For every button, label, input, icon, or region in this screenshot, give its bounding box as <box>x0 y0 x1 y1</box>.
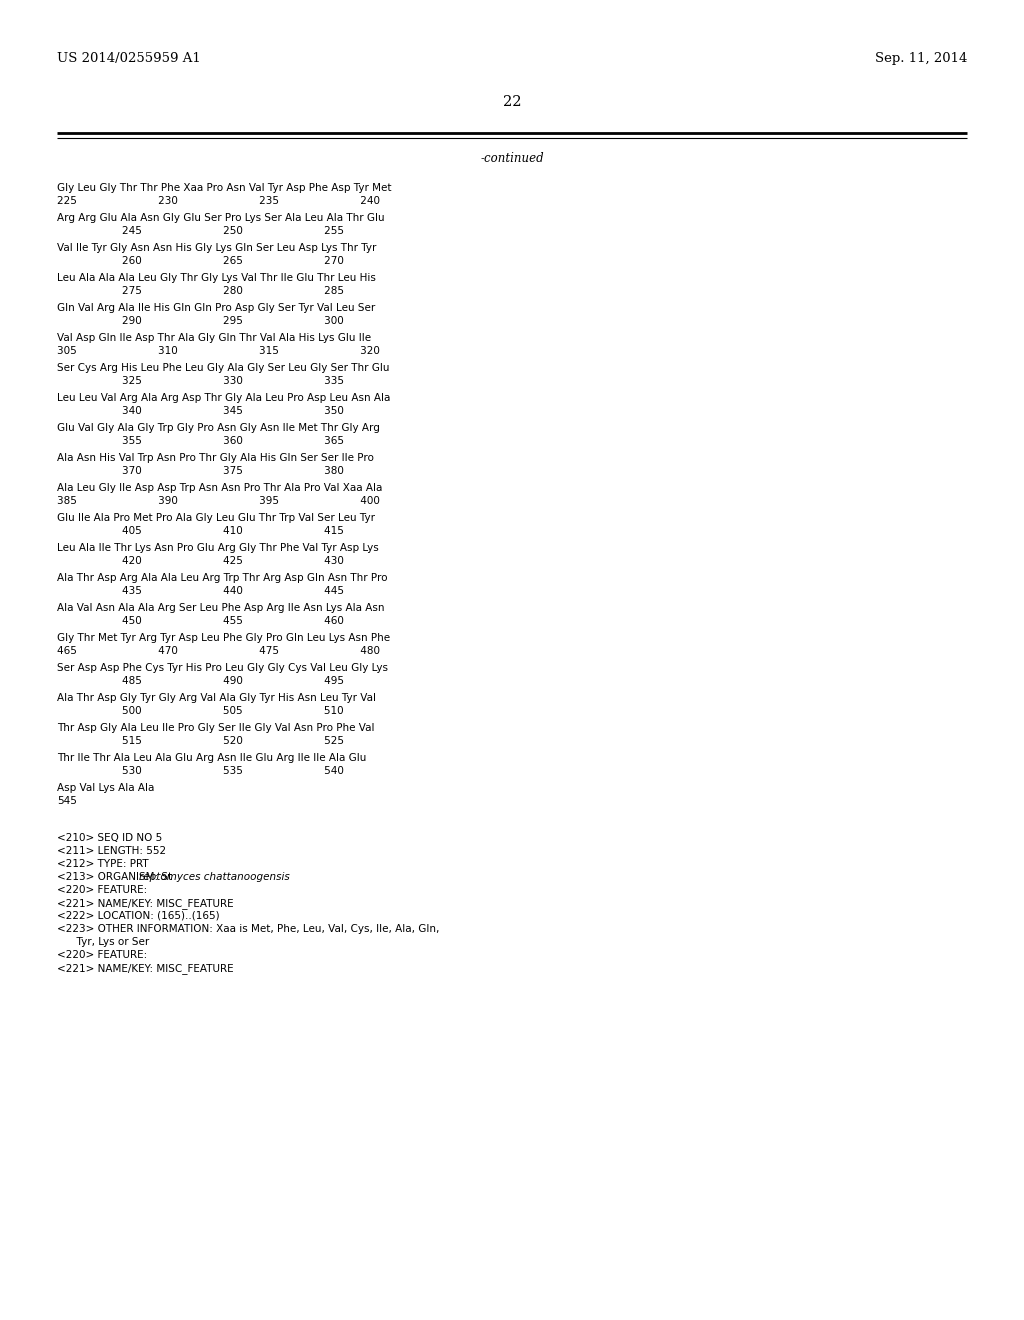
Text: <223> OTHER INFORMATION: Xaa is Met, Phe, Leu, Val, Cys, Ile, Ala, Gln,: <223> OTHER INFORMATION: Xaa is Met, Phe… <box>57 924 439 935</box>
Text: 530                         535                         540: 530 535 540 <box>57 766 344 776</box>
Text: 290                         295                         300: 290 295 300 <box>57 315 344 326</box>
Text: 370                         375                         380: 370 375 380 <box>57 466 344 477</box>
Text: <220> FEATURE:: <220> FEATURE: <box>57 950 147 960</box>
Text: 420                         425                         430: 420 425 430 <box>57 556 344 566</box>
Text: 515                         520                         525: 515 520 525 <box>57 737 344 746</box>
Text: 260                         265                         270: 260 265 270 <box>57 256 344 267</box>
Text: Val Asp Gln Ile Asp Thr Ala Gly Gln Thr Val Ala His Lys Glu Ile: Val Asp Gln Ile Asp Thr Ala Gly Gln Thr … <box>57 333 371 343</box>
Text: Ala Asn His Val Trp Asn Pro Thr Gly Ala His Gln Ser Ser Ile Pro: Ala Asn His Val Trp Asn Pro Thr Gly Ala … <box>57 453 374 463</box>
Text: 355                         360                         365: 355 360 365 <box>57 436 344 446</box>
Text: 450                         455                         460: 450 455 460 <box>57 616 344 626</box>
Text: 245                         250                         255: 245 250 255 <box>57 226 344 236</box>
Text: Asp Val Lys Ala Ala: Asp Val Lys Ala Ala <box>57 783 155 793</box>
Text: 500                         505                         510: 500 505 510 <box>57 706 344 715</box>
Text: 435                         440                         445: 435 440 445 <box>57 586 344 597</box>
Text: Glu Ile Ala Pro Met Pro Ala Gly Leu Glu Thr Trp Val Ser Leu Tyr: Glu Ile Ala Pro Met Pro Ala Gly Leu Glu … <box>57 513 375 523</box>
Text: Thr Ile Thr Ala Leu Ala Glu Arg Asn Ile Glu Arg Ile Ile Ala Glu: Thr Ile Thr Ala Leu Ala Glu Arg Asn Ile … <box>57 752 367 763</box>
Text: 22: 22 <box>503 95 521 110</box>
Text: Sep. 11, 2014: Sep. 11, 2014 <box>874 51 967 65</box>
Text: 275                         280                         285: 275 280 285 <box>57 286 344 296</box>
Text: <211> LENGTH: 552: <211> LENGTH: 552 <box>57 846 166 855</box>
Text: Leu Leu Val Arg Ala Arg Asp Thr Gly Ala Leu Pro Asp Leu Asn Ala: Leu Leu Val Arg Ala Arg Asp Thr Gly Ala … <box>57 393 390 403</box>
Text: <221> NAME/KEY: MISC_FEATURE: <221> NAME/KEY: MISC_FEATURE <box>57 964 233 974</box>
Text: <222> LOCATION: (165)..(165): <222> LOCATION: (165)..(165) <box>57 911 219 921</box>
Text: Leu Ala Ala Ala Leu Gly Thr Gly Lys Val Thr Ile Glu Thr Leu His: Leu Ala Ala Ala Leu Gly Thr Gly Lys Val … <box>57 273 376 282</box>
Text: Tyr, Lys or Ser: Tyr, Lys or Ser <box>57 937 150 946</box>
Text: Ala Val Asn Ala Ala Arg Ser Leu Phe Asp Arg Ile Asn Lys Ala Asn: Ala Val Asn Ala Ala Arg Ser Leu Phe Asp … <box>57 603 384 612</box>
Text: 485                         490                         495: 485 490 495 <box>57 676 344 686</box>
Text: Ala Thr Asp Arg Ala Ala Leu Arg Trp Thr Arg Asp Gln Asn Thr Pro: Ala Thr Asp Arg Ala Ala Leu Arg Trp Thr … <box>57 573 387 583</box>
Text: Thr Asp Gly Ala Leu Ile Pro Gly Ser Ile Gly Val Asn Pro Phe Val: Thr Asp Gly Ala Leu Ile Pro Gly Ser Ile … <box>57 723 375 733</box>
Text: 305                         310                         315                     : 305 310 315 <box>57 346 380 356</box>
Text: 545: 545 <box>57 796 77 807</box>
Text: Val Ile Tyr Gly Asn Asn His Gly Lys Gln Ser Leu Asp Lys Thr Tyr: Val Ile Tyr Gly Asn Asn His Gly Lys Gln … <box>57 243 377 253</box>
Text: 325                         330                         335: 325 330 335 <box>57 376 344 385</box>
Text: 465                         470                         475                     : 465 470 475 <box>57 645 380 656</box>
Text: Leu Ala Ile Thr Lys Asn Pro Glu Arg Gly Thr Phe Val Tyr Asp Lys: Leu Ala Ile Thr Lys Asn Pro Glu Arg Gly … <box>57 543 379 553</box>
Text: 405                         410                         415: 405 410 415 <box>57 525 344 536</box>
Text: -continued: -continued <box>480 152 544 165</box>
Text: Arg Arg Glu Ala Asn Gly Glu Ser Pro Lys Ser Ala Leu Ala Thr Glu: Arg Arg Glu Ala Asn Gly Glu Ser Pro Lys … <box>57 213 385 223</box>
Text: Gly Thr Met Tyr Arg Tyr Asp Leu Phe Gly Pro Gln Leu Lys Asn Phe: Gly Thr Met Tyr Arg Tyr Asp Leu Phe Gly … <box>57 634 390 643</box>
Text: <212> TYPE: PRT: <212> TYPE: PRT <box>57 859 148 869</box>
Text: US 2014/0255959 A1: US 2014/0255959 A1 <box>57 51 201 65</box>
Text: Ser Asp Asp Phe Cys Tyr His Pro Leu Gly Gly Cys Val Leu Gly Lys: Ser Asp Asp Phe Cys Tyr His Pro Leu Gly … <box>57 663 388 673</box>
Text: 340                         345                         350: 340 345 350 <box>57 407 344 416</box>
Text: reptomyces chattanoogensis: reptomyces chattanoogensis <box>138 873 290 882</box>
Text: <213> ORGANISM: St: <213> ORGANISM: St <box>57 873 172 882</box>
Text: 385                         390                         395                     : 385 390 395 <box>57 496 380 506</box>
Text: Ala Leu Gly Ile Asp Asp Trp Asn Asn Pro Thr Ala Pro Val Xaa Ala: Ala Leu Gly Ile Asp Asp Trp Asn Asn Pro … <box>57 483 382 492</box>
Text: Gly Leu Gly Thr Thr Phe Xaa Pro Asn Val Tyr Asp Phe Asp Tyr Met: Gly Leu Gly Thr Thr Phe Xaa Pro Asn Val … <box>57 183 391 193</box>
Text: Gln Val Arg Ala Ile His Gln Gln Pro Asp Gly Ser Tyr Val Leu Ser: Gln Val Arg Ala Ile His Gln Gln Pro Asp … <box>57 304 375 313</box>
Text: Glu Val Gly Ala Gly Trp Gly Pro Asn Gly Asn Ile Met Thr Gly Arg: Glu Val Gly Ala Gly Trp Gly Pro Asn Gly … <box>57 422 380 433</box>
Text: <221> NAME/KEY: MISC_FEATURE: <221> NAME/KEY: MISC_FEATURE <box>57 898 233 909</box>
Text: <210> SEQ ID NO 5: <210> SEQ ID NO 5 <box>57 833 162 843</box>
Text: Ala Thr Asp Gly Tyr Gly Arg Val Ala Gly Tyr His Asn Leu Tyr Val: Ala Thr Asp Gly Tyr Gly Arg Val Ala Gly … <box>57 693 376 704</box>
Text: 225                         230                         235                     : 225 230 235 <box>57 195 380 206</box>
Text: <220> FEATURE:: <220> FEATURE: <box>57 884 147 895</box>
Text: Ser Cys Arg His Leu Phe Leu Gly Ala Gly Ser Leu Gly Ser Thr Glu: Ser Cys Arg His Leu Phe Leu Gly Ala Gly … <box>57 363 389 374</box>
